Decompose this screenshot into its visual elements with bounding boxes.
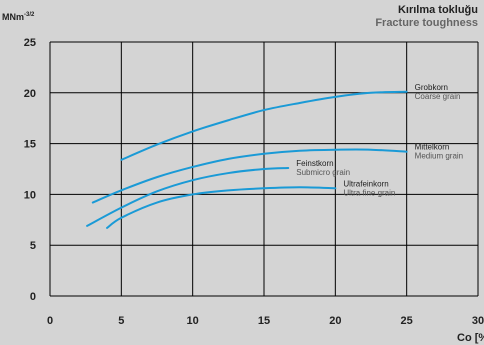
y-tick-label-15: 15: [24, 139, 36, 151]
grid: [50, 41, 479, 297]
series: [86, 90, 408, 229]
x-tick-label-20: 20: [329, 315, 341, 327]
y-tick-label-0: 0: [30, 291, 36, 303]
title-block: Kırılma tokluğu Fracture toughness: [375, 4, 478, 30]
series-label-ultrafeinkorn: Ultrafeinkorn: [343, 179, 388, 188]
axes: 0 5 10 15 20 25 0 5 10 15 20 25 30 MNm-3/2 Co [%: [2, 12, 484, 344]
chart-title: Kırılma tokluğu: [397, 4, 478, 16]
series-line-grobkorn: [120, 90, 408, 161]
x-tick-label-25: 25: [401, 315, 413, 327]
x-tick-label-30: 30: [472, 315, 484, 327]
series-line-ultrafeinkorn: [106, 186, 337, 229]
y-tick-label-10: 10: [24, 189, 36, 201]
series-sublabel-mittelkorn: Medium grain: [415, 152, 463, 161]
x-tick-label-15: 15: [258, 315, 270, 327]
series-label-grobkorn: Grobkorn: [415, 83, 448, 92]
x-axis-label: Co [%: [457, 332, 484, 344]
x-tick-label-5: 5: [118, 315, 124, 327]
y-tick-label-20: 20: [24, 88, 36, 100]
x-tick-label-0: 0: [47, 315, 53, 327]
chart-subtitle: Fracture toughness: [375, 17, 478, 29]
series-line-mittelkorn: [91, 148, 408, 204]
series-sublabel-feinstkorn: Submicro grain: [296, 168, 350, 177]
series-label-mittelkorn: Mittelkorn: [415, 143, 450, 152]
series-sublabel-ultrafeinkorn: Ultra fine grain: [343, 188, 395, 197]
x-tick-label-10: 10: [187, 315, 199, 327]
y-axis-label: MNm-3/2: [2, 12, 35, 22]
series-line-feinstkorn: [86, 166, 290, 227]
y-tick-label-25: 25: [24, 37, 36, 49]
series-sublabel-grobkorn: Coarse grain: [415, 92, 461, 101]
series-label-feinstkorn: Feinstkorn: [296, 159, 333, 168]
y-tick-label-5: 5: [30, 240, 36, 252]
